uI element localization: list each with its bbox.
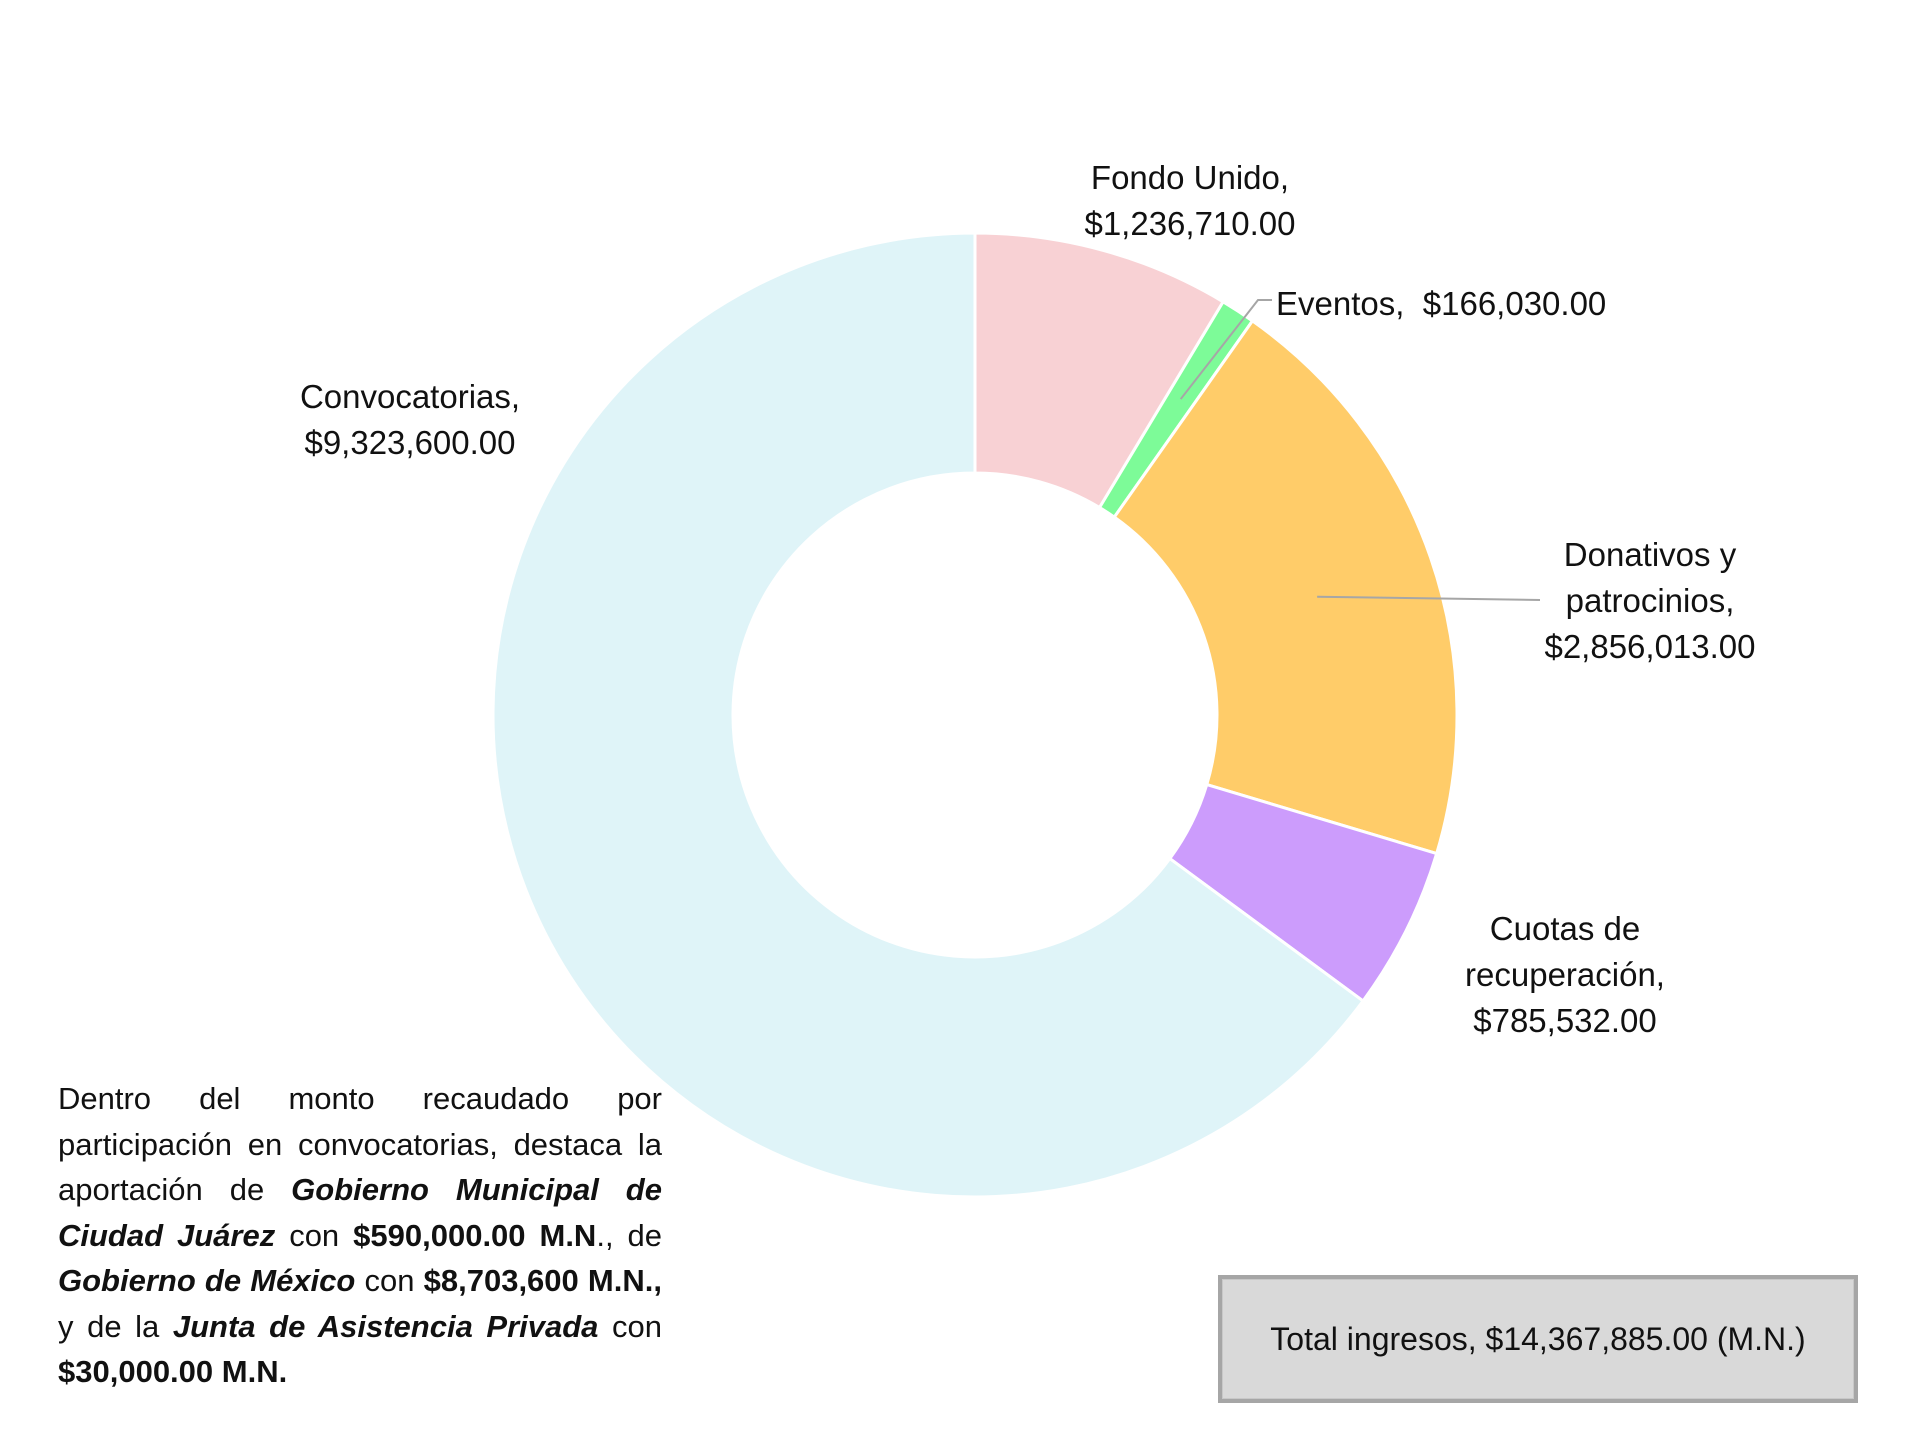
label-fondo-unido: Fondo Unido, $1,236,710.00 [1040,155,1340,247]
note-entity-junta: Junta de Asistencia Privada [172,1308,599,1344]
note-text-4: con [355,1263,424,1298]
label-cuotas-value: $785,532.00 [1473,1002,1657,1039]
label-cuotas-line2: recuperación, [1465,956,1665,993]
note-amount-junta: $30,000.00 M.N. [58,1354,288,1389]
leader-line-donativos [1317,595,1541,601]
slice-donativos [1112,318,1459,856]
label-eventos: Eventos, $166,030.00 [1276,281,1606,327]
note-text-2: con [275,1217,354,1253]
label-convocatorias-name: Convocatorias, [299,378,521,415]
label-donativos-value: $2,856,013.00 [1544,628,1756,665]
note-amount-mexico: $8,703,600 M.N., [423,1263,662,1298]
label-convocatorias: Convocatorias, $9,323,600.00 [250,374,570,466]
leader-line-eventos [1179,299,1272,400]
label-cuotas: Cuotas de recuperación, $785,532.00 [1420,906,1710,1044]
label-donativos: Donativos y patrocinios, $2,856,013.00 [1490,532,1810,670]
note-entity-municipal: Gobierno Municipal de Ciudad Juárez [58,1172,662,1253]
total-income-box: Total ingresos, $14,367,885.00 (M.N.) [1218,1275,1858,1403]
label-eventos-name: Eventos, [1276,285,1405,322]
slice-convocatorias [491,231,1366,1199]
label-donativos-line1: Donativos y [1563,536,1737,573]
label-fondo-unido-name: Fondo Unido, [1090,159,1290,196]
note-text-1: Dentro del monto recaudado por participa… [58,1081,662,1207]
label-cuotas-line1: Cuotas de [1489,910,1641,947]
note-text-5: y de la [58,1308,173,1344]
convocatorias-note: Dentro del monto recaudado por participa… [58,1076,662,1395]
note-entity-mexico: Gobierno de México [58,1263,356,1298]
total-income-text: Total ingresos, $14,367,885.00 (M.N.) [1270,1320,1806,1357]
note-text-6: con [598,1308,662,1344]
note-amount-municipal: $590,000.00 M.N [353,1217,597,1253]
note-text-3: ., de [596,1217,662,1253]
label-convocatorias-value: $9,323,600.00 [304,424,516,461]
label-eventos-value: $166,030.00 [1422,285,1607,322]
label-fondo-unido-value: $1,236,710.00 [1084,205,1296,242]
label-donativos-line2: patrocinios, [1565,582,1735,619]
